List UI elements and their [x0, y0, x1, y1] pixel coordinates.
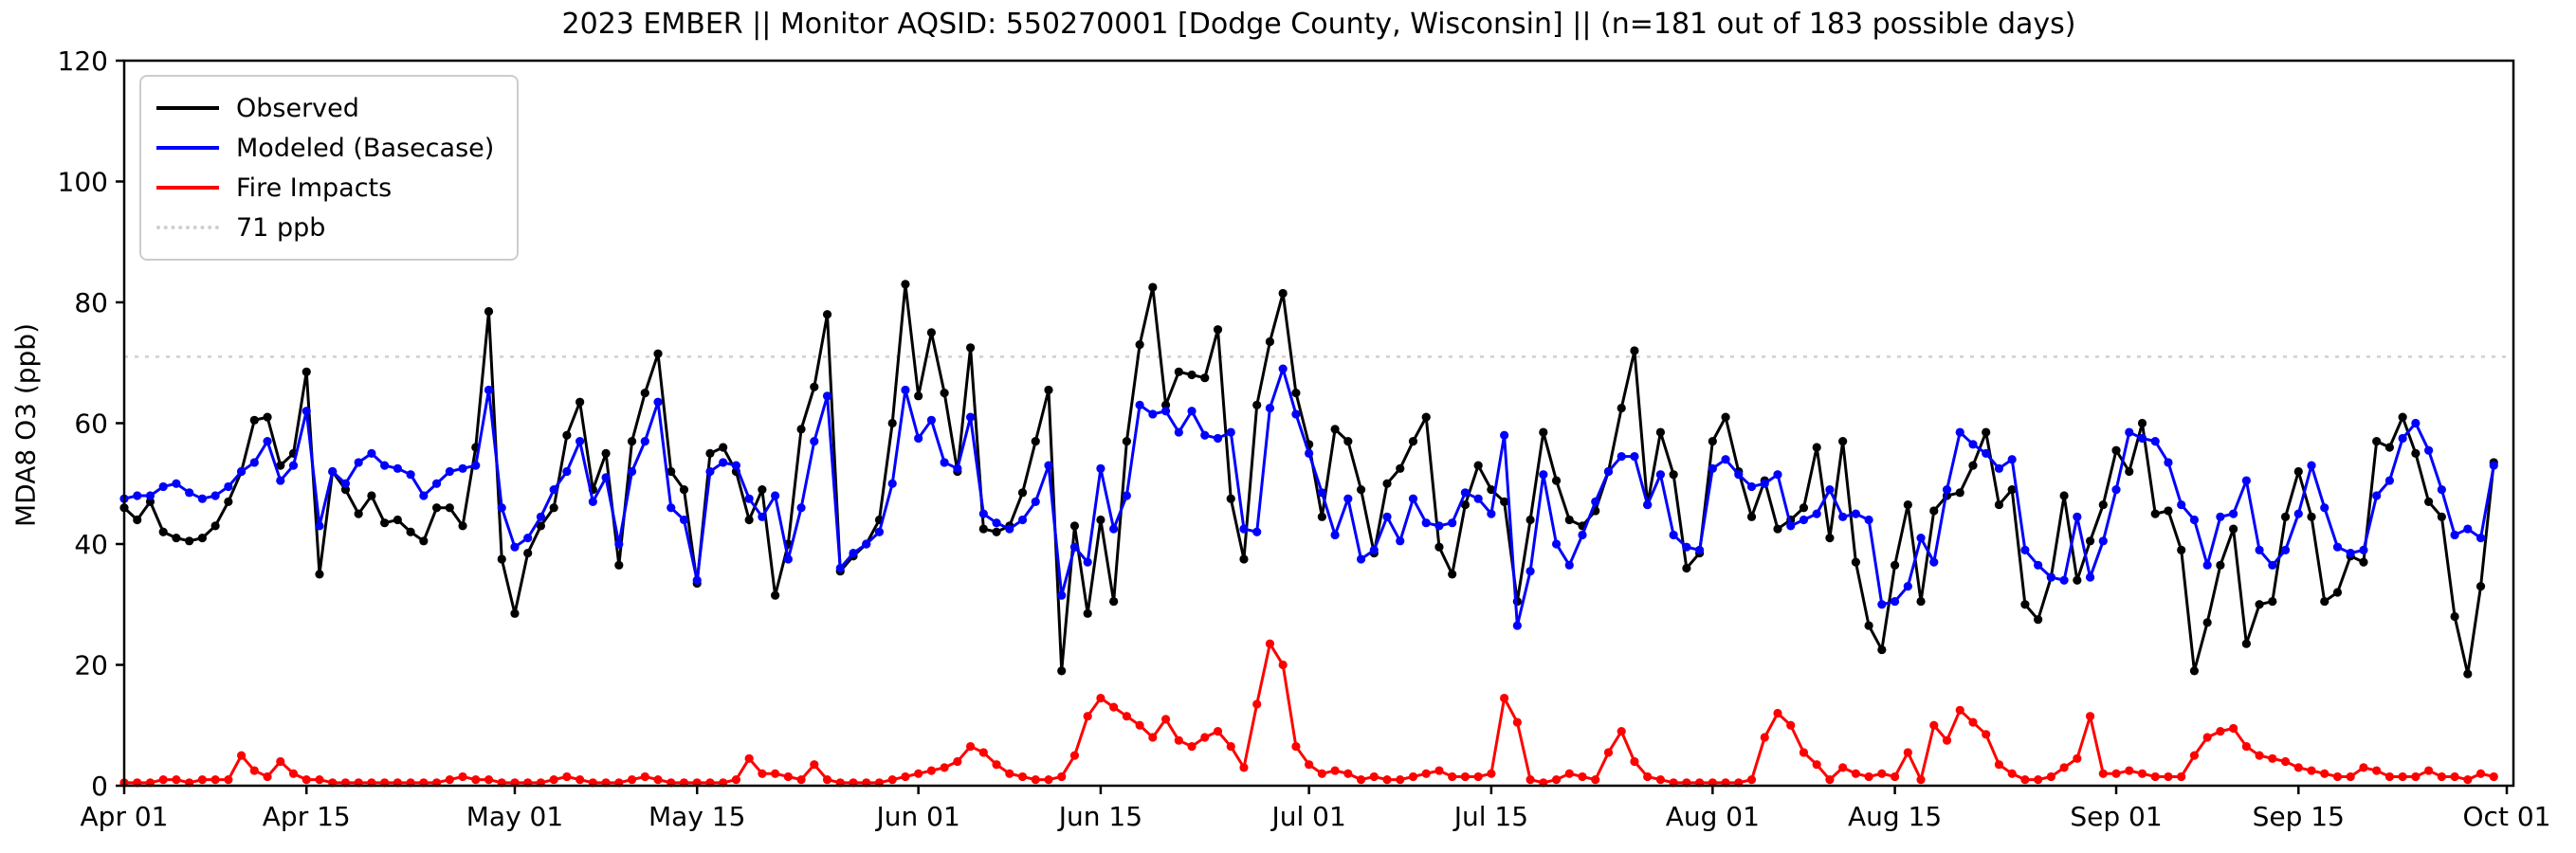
- threshold-line-sample: [156, 226, 219, 229]
- x-tick-label: Sep 01: [2070, 801, 2162, 832]
- modeled-markers: [119, 364, 2498, 630]
- x-tick-label: Aug 15: [1848, 801, 1942, 832]
- x-tick-label: Jul 01: [1270, 801, 1345, 832]
- y-tick-label: 0: [91, 771, 108, 802]
- y-tick-label: 80: [74, 287, 108, 318]
- observed-markers: [119, 280, 2498, 679]
- x-tick-label: Jun 15: [1057, 801, 1142, 832]
- legend-item-fire: Fire Impacts: [156, 168, 494, 208]
- observed-line: [122, 282, 2495, 676]
- y-axis-label: MDA8 O3 (ppb): [9, 322, 42, 528]
- legend-item-observed: Observed: [156, 88, 494, 128]
- legend-label: Observed: [236, 93, 359, 123]
- legend-label: 71 ppb: [236, 212, 326, 243]
- modeled-line-sample: [156, 146, 219, 150]
- y-tick-label: 20: [74, 650, 108, 681]
- x-tick-label: Jun 01: [875, 801, 960, 832]
- y-tick-label: 40: [74, 529, 108, 560]
- x-tick-label: May 01: [466, 801, 563, 832]
- x-tick-label: Jul 15: [1452, 801, 1528, 832]
- legend-item-threshold: 71 ppb: [156, 208, 494, 247]
- legend-item-modeled: Modeled (Basecase): [156, 128, 494, 168]
- legend-label: Modeled (Basecase): [236, 133, 495, 163]
- x-axis: Apr 01 Apr 15 May 01 May 15 Jun 01 Jun 15 Jul …: [81, 786, 2551, 832]
- y-axis: 0 20 40 60 80 100 120: [58, 45, 124, 802]
- y-tick-label: 120: [58, 45, 108, 77]
- legend-label: Fire Impacts: [236, 172, 393, 203]
- chart-title: 2023 EMBER || Monitor AQSID: 550270001 […: [561, 8, 2076, 41]
- x-tick-label: Aug 01: [1666, 801, 1760, 832]
- x-tick-label: Apr 15: [263, 801, 351, 832]
- x-tick-label: Sep 15: [2253, 801, 2345, 832]
- fire-line-sample: [156, 186, 219, 190]
- observed-line-sample: [156, 106, 219, 110]
- y-tick-label: 100: [58, 167, 108, 198]
- legend: Observed Modeled (Basecase) Fire Impacts…: [139, 75, 520, 261]
- x-tick-label: Apr 01: [81, 801, 169, 832]
- fire-markers: [119, 639, 2498, 788]
- x-tick-label: May 15: [649, 801, 745, 832]
- x-tick-label: Oct 01: [2463, 801, 2551, 832]
- y-tick-label: 60: [74, 408, 108, 440]
